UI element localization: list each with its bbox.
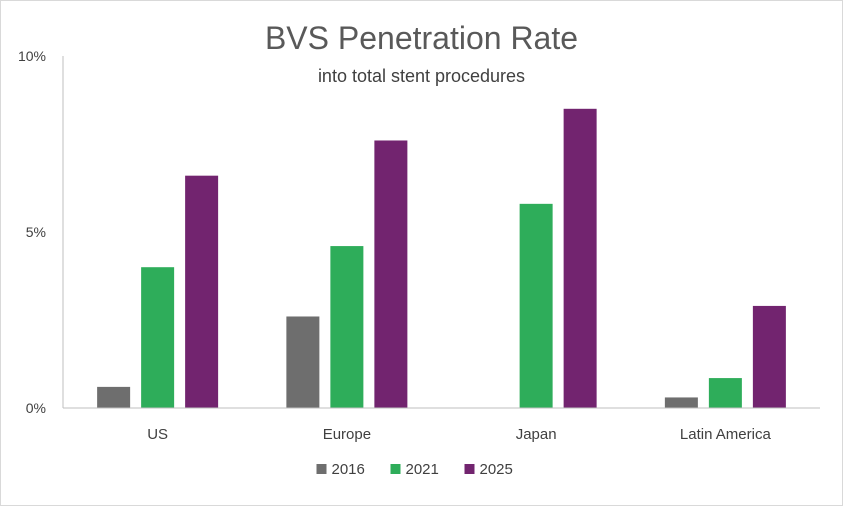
bar-latin-america-2025: [752, 305, 786, 408]
bar-japan-2025: [563, 108, 597, 409]
bar-europe-2016: [286, 316, 320, 408]
chart-title: BVS Penetration Rate: [264, 20, 579, 56]
x-category-label: Europe: [323, 426, 371, 443]
y-tick-label: 0%: [26, 400, 46, 416]
legend-label: 2025: [480, 461, 513, 478]
bar-us-2016: [97, 386, 131, 408]
legend-swatch-2016: [316, 464, 327, 474]
bar-europe-2025: [374, 140, 408, 409]
bars: [97, 108, 786, 409]
bar-us-2025: [185, 175, 219, 408]
x-category-label: US: [147, 426, 168, 443]
bar-europe-2021: [330, 246, 364, 408]
bar-latin-america-2021: [708, 378, 742, 408]
legend: 2016 2021 2025: [316, 461, 513, 478]
legend-label: 2021: [406, 461, 439, 478]
bar-japan-2021: [519, 203, 553, 408]
x-axis: US Europe Japan Latin America: [63, 407, 820, 443]
x-category-label: Latin America: [680, 426, 772, 443]
bar-latin-america-2016: [664, 397, 698, 408]
y-axis: 0% 5% 10%: [18, 48, 64, 416]
y-tick-label: 5%: [26, 224, 46, 240]
y-tick-label: 10%: [18, 48, 46, 64]
legend-swatch-2025: [464, 464, 475, 474]
chart-subtitle: into total stent procedures: [317, 66, 526, 86]
legend-swatch-2021: [390, 464, 401, 474]
x-category-label: Japan: [516, 426, 557, 443]
bar-us-2021: [141, 267, 175, 408]
legend-label: 2016: [332, 461, 365, 478]
